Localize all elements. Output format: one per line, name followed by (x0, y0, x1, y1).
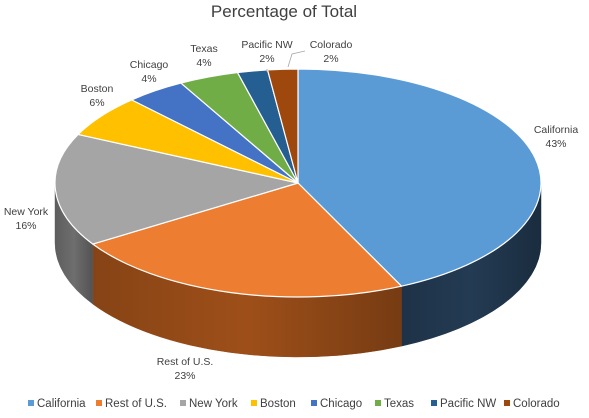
data-label-name-new-york: New York (4, 206, 49, 218)
legend-swatch-boston (251, 400, 257, 406)
pie-slice-california[interactable] (297, 68, 542, 287)
data-label-name-colorado: Colorado (310, 39, 353, 51)
data-label-name-rest-of-u-s: Rest of U.S. (157, 356, 214, 368)
legend-label-chicago: Chicago (320, 398, 362, 410)
legend-label-colorado: Colorado (513, 398, 560, 410)
pie-slices (54, 68, 542, 298)
chart-title: Percentage of Total (211, 2, 357, 21)
legend-swatch-california (28, 400, 34, 406)
data-label-value-pacific-nw: 2% (259, 53, 274, 65)
leader-line-colorado (287, 50, 306, 68)
legend-item-new-york[interactable]: New York (180, 398, 238, 410)
data-label-value-boston: 6% (89, 97, 104, 109)
legend-swatch-chicago (311, 400, 317, 406)
data-label-value-california: 43% (545, 138, 566, 150)
legend-swatch-new-york (180, 400, 186, 406)
data-labels: California 43% Rest of U.S. 23% New York 16% B… (4, 39, 579, 382)
legend-item-pacific-nw[interactable]: Pacific NW (431, 398, 496, 410)
legend-swatch-texas (375, 400, 381, 406)
legend-item-rest-of-u-s[interactable]: Rest of U.S. (96, 398, 167, 410)
legend-item-colorado[interactable]: Colorado (504, 398, 560, 410)
legend-item-texas[interactable]: Texas (375, 398, 414, 410)
data-label-value-rest-of-u-s: 23% (174, 370, 195, 382)
legend: California Rest of U.S. New York Boston Chic… (28, 398, 560, 410)
pie-slice-rest-of-u-s[interactable] (92, 182, 403, 298)
legend-label-new-york: New York (189, 398, 238, 410)
pie-side-shade-rest-of-u-s (92, 244, 402, 358)
pie-sides (54, 182, 542, 358)
data-label-name-boston: Boston (81, 83, 114, 95)
data-label-value-chicago: 4% (141, 73, 156, 85)
pie-slice-colorado[interactable] (266, 68, 299, 184)
data-label-name-texas: Texas (190, 43, 217, 55)
pie-side-shade-california (401, 183, 541, 347)
pie-slice-new-york[interactable] (54, 133, 299, 245)
legend-item-boston[interactable]: Boston (251, 398, 296, 410)
data-label-name-chicago: Chicago (130, 59, 169, 71)
legend-item-california[interactable]: California (28, 398, 86, 410)
data-label-value-texas: 4% (196, 57, 211, 69)
legend-item-chicago[interactable]: Chicago (311, 398, 362, 410)
legend-label-california: California (37, 398, 86, 410)
legend-swatch-colorado (504, 400, 510, 406)
legend-label-pacific-nw: Pacific NW (440, 398, 496, 410)
legend-label-rest-of-u-s: Rest of U.S. (105, 398, 167, 410)
legend-label-boston: Boston (260, 398, 296, 410)
legend-swatch-rest-of-u-s (96, 400, 102, 406)
legend-swatch-pacific-nw (431, 400, 437, 406)
data-label-name-pacific-nw: Pacific NW (241, 39, 292, 51)
data-label-value-colorado: 2% (323, 53, 338, 65)
legend-label-texas: Texas (384, 398, 414, 410)
data-label-name-california: California (534, 124, 579, 136)
data-label-value-new-york: 16% (15, 220, 36, 232)
pie-side-shade-new-york (55, 183, 93, 305)
